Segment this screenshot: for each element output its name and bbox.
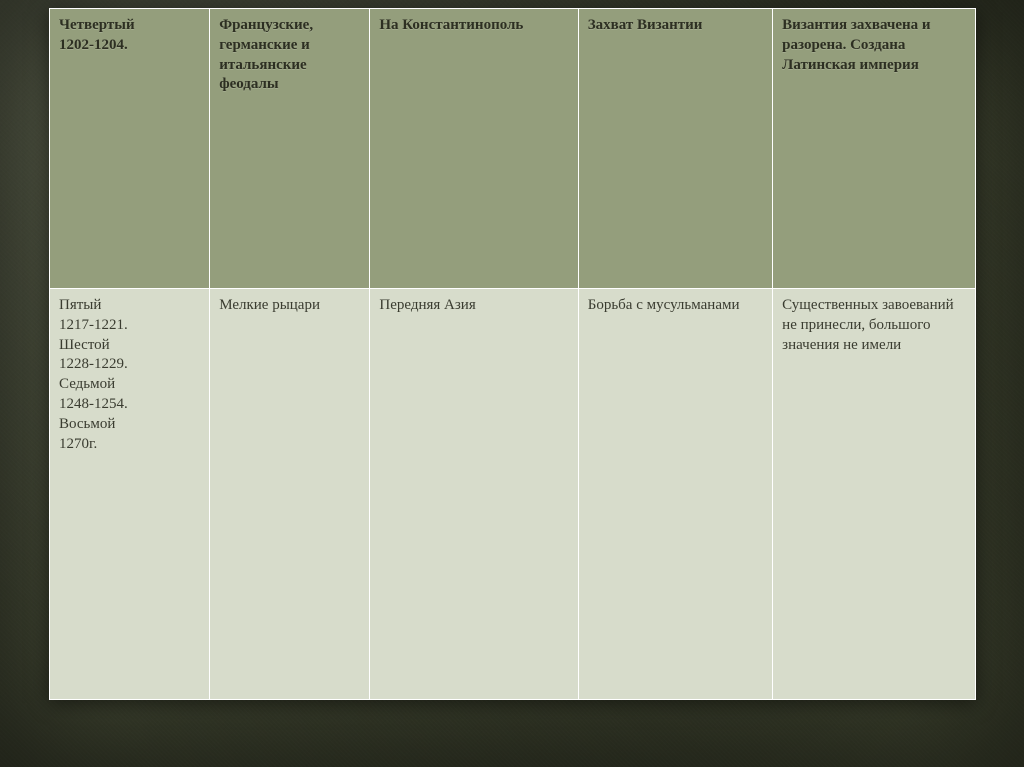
crusades-table: Четвертый1202-1204. Французские, германс… xyxy=(49,8,976,699)
cell-crusade-number: Пятый1217-1221.Шестой1228-1229.Седьмой12… xyxy=(50,289,210,700)
cell-result: Существенных завоеваний не принесли, бол… xyxy=(773,289,976,700)
cell-result: Византия захвачена и разорена. Создана Л… xyxy=(773,9,976,289)
table-row: Пятый1217-1221.Шестой1228-1229.Седьмой12… xyxy=(50,289,976,700)
cell-destination: На Константинополь xyxy=(370,9,578,289)
cell-goal: Борьба с мусульманами xyxy=(578,289,772,700)
cell-crusade-number: Четвертый1202-1204. xyxy=(50,9,210,289)
cell-participants: Французские, германские и итальянские фе… xyxy=(210,9,370,289)
cell-participants: Мелкие рыцари xyxy=(210,289,370,700)
cell-destination: Передняя Азия xyxy=(370,289,578,700)
cell-goal: Захват Византии xyxy=(578,9,772,289)
table-row: Четвертый1202-1204. Французские, германс… xyxy=(50,9,976,289)
table: Четвертый1202-1204. Французские, германс… xyxy=(49,8,976,700)
